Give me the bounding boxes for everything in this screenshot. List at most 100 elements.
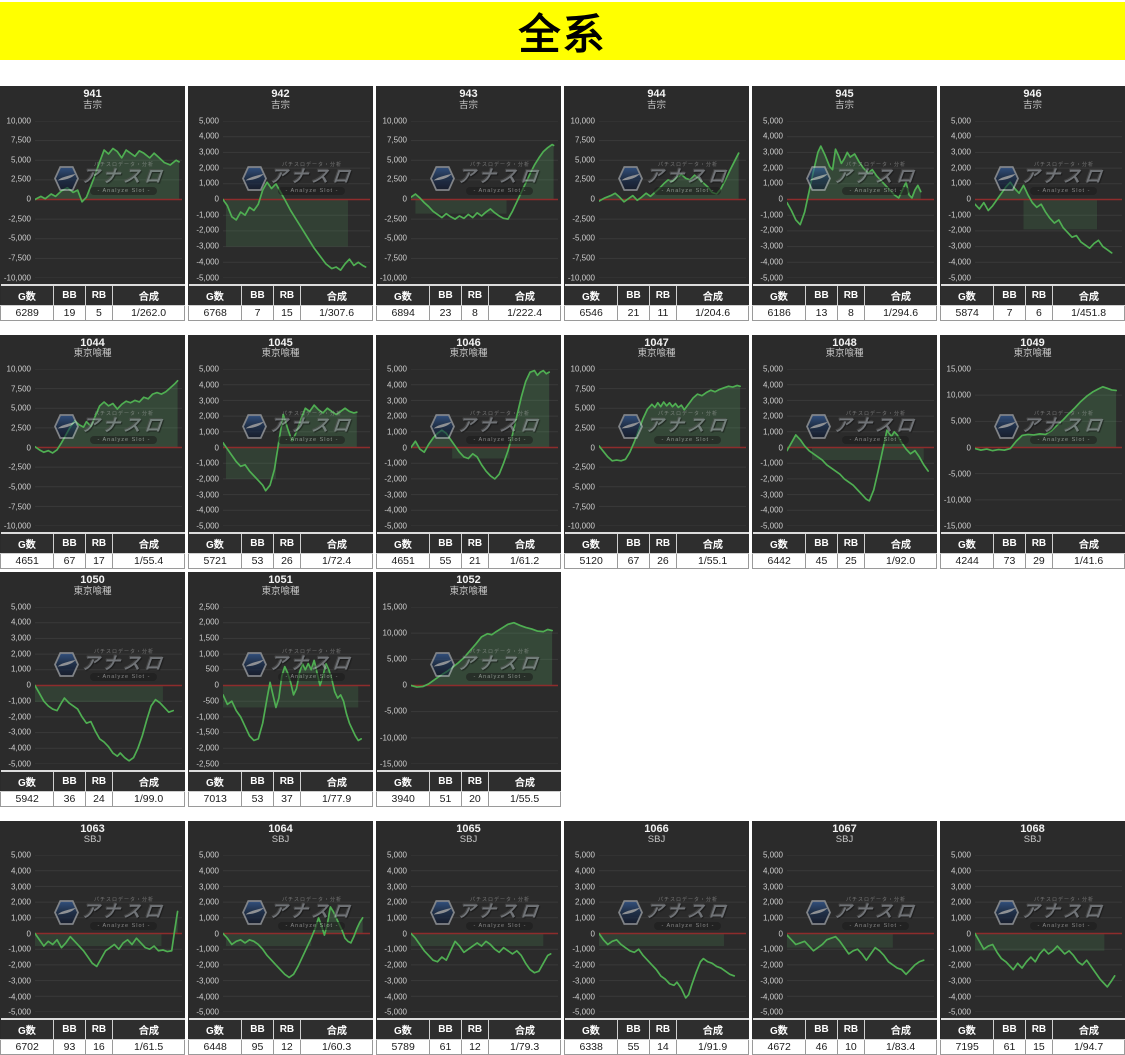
line-chart <box>35 607 182 764</box>
stat-games: 6768 <box>187 304 243 321</box>
y-axis-label: -7,500 <box>384 253 407 263</box>
stat-games: 5721 <box>187 553 243 570</box>
stats-value-row: 5721 53 26 1/72.4 <box>187 553 373 570</box>
machine-name: 吉宗 <box>646 99 666 111</box>
stat-games: 6448 <box>187 1039 243 1055</box>
machine-name: SBJ <box>83 834 102 846</box>
stat-bb: 67 <box>617 553 650 570</box>
stats-header-rb: RB <box>84 533 113 555</box>
stats-header-combined: 合成 <box>676 284 749 306</box>
machine-panel[interactable]: 1064 SBJ 5,000 4,000 3,000 2,000 1,000 0 -1,00… <box>187 820 373 1055</box>
stat-bb: 45 <box>805 553 838 570</box>
y-axis-label: 2,500 <box>10 423 31 433</box>
stat-bb: 73 <box>993 553 1026 570</box>
machine-panel[interactable]: 1044 東京喰種 10,000 7,500 5,000 2,500 0 -2,500 -5… <box>0 334 185 570</box>
stats-value-row: 6448 95 12 1/60.3 <box>187 1039 373 1055</box>
machine-number: 1052 <box>456 574 481 587</box>
machine-panel[interactable]: 1065 SBJ 5,000 4,000 3,000 2,000 1,000 0 -1,00… <box>375 820 561 1055</box>
stat-combined: 1/55.5 <box>488 790 561 807</box>
stats-header-games: G数 <box>564 284 618 306</box>
y-axis-label: -10,000 <box>379 273 407 283</box>
stats-header-combined: 合成 <box>676 533 749 555</box>
stat-combined: 1/307.6 <box>300 304 373 321</box>
y-axis-label: 1,000 <box>386 427 407 437</box>
machine-panel[interactable]: 1048 東京喰種 5,000 4,000 3,000 2,000 1,000 0 -1,0… <box>751 334 937 570</box>
y-axis-label: -1,000 <box>196 712 219 722</box>
machine-name: 東京喰種 <box>449 585 488 597</box>
machine-panel[interactable]: 1063 SBJ 5,000 4,000 3,000 2,000 1,000 0 -1,00… <box>0 820 185 1055</box>
stats-header-row: G数 BB RB 合成 <box>188 770 373 792</box>
y-axis-label: 2,000 <box>950 163 971 173</box>
y-axis-label: 2,000 <box>762 897 783 907</box>
plot-area: パチスロデータ・分析 アナスロ - Analyze Slot - <box>223 855 370 1012</box>
stats-value-row: 6186 13 8 1/294.6 <box>751 304 937 321</box>
y-axis-label: 5,000 <box>762 116 783 126</box>
y-axis-label: -1,000 <box>572 944 595 954</box>
stats-header-games: G数 <box>376 1019 430 1041</box>
slump-line <box>411 622 552 686</box>
line-chart <box>599 369 746 526</box>
plot-area: パチスロデータ・分析 アナスロ - Analyze Slot - <box>599 855 746 1012</box>
machine-panel[interactable]: 1045 東京喰種 5,000 4,000 3,000 2,000 1,000 0 -1,0… <box>187 334 373 570</box>
line-chart <box>411 369 558 526</box>
y-axis-label: 2,000 <box>198 617 219 627</box>
slump-graph: 10,000 7,500 5,000 2,500 0 -2,500 -5,000 -7,500… <box>564 361 749 532</box>
slump-line <box>599 934 734 998</box>
machine-panel[interactable]: 1052 東京喰種 15,000 10,000 5,000 0 -5,000 -10,00… <box>375 572 561 807</box>
stats-value-row: 7195 61 15 1/94.7 <box>939 1039 1125 1055</box>
y-axis-label: 3,000 <box>386 882 407 892</box>
machine-panel[interactable]: 946 吉宗 5,000 4,000 3,000 2,000 1,000 0 -1,000 -… <box>939 86 1125 321</box>
y-axis-label: -2,500 <box>8 214 31 224</box>
y-axis: 5,000 4,000 3,000 2,000 1,000 0 -1,000 -2,000 -3… <box>752 365 787 531</box>
machine-panel[interactable]: 1067 SBJ 5,000 4,000 3,000 2,000 1,000 0 -1,00… <box>751 820 937 1055</box>
line-chart <box>975 855 1122 1012</box>
machine-panel[interactable]: 1066 SBJ 5,000 4,000 3,000 2,000 1,000 0 -1,00… <box>563 820 749 1055</box>
stats-header-combined: 合成 <box>488 533 561 555</box>
y-axis-label: -5,000 <box>760 1007 783 1017</box>
panel-header: 1049 東京喰種 <box>940 335 1125 362</box>
y-axis-label: 10,000 <box>382 628 407 638</box>
y-axis-label: 5,000 <box>10 155 31 165</box>
y-axis-label: 1,000 <box>950 178 971 188</box>
stats-value-row: 6768 7 15 1/307.6 <box>187 304 373 321</box>
machine-panel[interactable]: 944 吉宗 10,000 7,500 5,000 2,500 0 -2,500 -5,00… <box>563 86 749 321</box>
stat-games: 6289 <box>0 304 55 321</box>
machine-panel[interactable]: 941 吉宗 10,000 7,500 5,000 2,500 0 -2,500 -5,00… <box>0 86 185 321</box>
stats-header-games: G数 <box>188 284 242 306</box>
machine-panel[interactable]: 1068 SBJ 5,000 4,000 3,000 2,000 1,000 0 -1,00… <box>939 820 1125 1055</box>
slump-graph: 5,000 4,000 3,000 2,000 1,000 0 -1,000 -2,000 -3… <box>752 113 937 284</box>
machine-panel[interactable]: 1047 東京喰種 10,000 7,500 5,000 2,500 0 -2,500 -5… <box>563 334 749 570</box>
slump-line <box>223 182 366 270</box>
y-axis-label: 2,500 <box>574 174 595 184</box>
y-axis-label: -5,000 <box>384 706 407 716</box>
y-axis-label: 3,000 <box>198 147 219 157</box>
stat-combined: 1/77.9 <box>300 790 373 807</box>
y-axis-label: 0 <box>26 929 31 939</box>
y-axis-label: -1,000 <box>196 458 219 468</box>
y-axis-label: -1,000 <box>196 210 219 220</box>
machine-panel[interactable]: 1050 東京喰種 5,000 4,000 3,000 2,000 1,000 0 -1,0… <box>0 572 185 807</box>
panel-header: 943 吉宗 <box>376 86 561 113</box>
stats-table: G数 BB RB 合成 7013 53 37 1/77.9 <box>187 769 373 807</box>
machine-number: 1044 <box>80 336 105 349</box>
machine-panel[interactable]: 1051 東京喰種 2,500 2,000 1,500 1,000 500 0 -500 -1… <box>187 572 373 807</box>
machine-panel[interactable]: 942 吉宗 5,000 4,000 3,000 2,000 1,000 0 -1,000 -… <box>187 86 373 321</box>
stats-header-bb: BB <box>805 284 838 306</box>
positive-area-fill <box>975 386 1117 448</box>
machine-name: SBJ <box>271 834 290 846</box>
machine-panel[interactable]: 1046 東京喰種 5,000 4,000 3,000 2,000 1,000 0 -1,0… <box>375 334 561 570</box>
stat-rb: 11 <box>648 304 678 321</box>
y-axis: 10,000 7,500 5,000 2,500 0 -2,500 -5,000 -7,500… <box>0 365 35 531</box>
y-axis: 5,000 4,000 3,000 2,000 1,000 0 -1,000 -2,000 -3… <box>752 851 787 1017</box>
stats-header-row: G数 BB RB 合成 <box>376 533 561 555</box>
machine-number: 942 <box>271 88 290 100</box>
panel-header: 1051 東京喰種 <box>188 572 373 599</box>
machine-panel[interactable]: 945 吉宗 5,000 4,000 3,000 2,000 1,000 0 -1,000 -… <box>751 86 937 321</box>
machine-panel[interactable]: 1049 東京喰種 15,000 10,000 5,000 0 -5,000 -10,00… <box>939 334 1125 570</box>
y-axis-label: 5,000 <box>574 403 595 413</box>
machine-panel[interactable]: 943 吉宗 10,000 7,500 5,000 2,500 0 -2,500 -5,00… <box>375 86 561 321</box>
stats-header-games: G数 <box>188 770 242 792</box>
machine-number: 1068 <box>1020 822 1045 835</box>
y-axis-label: 0 <box>590 929 595 939</box>
stats-header-games: G数 <box>376 770 430 792</box>
